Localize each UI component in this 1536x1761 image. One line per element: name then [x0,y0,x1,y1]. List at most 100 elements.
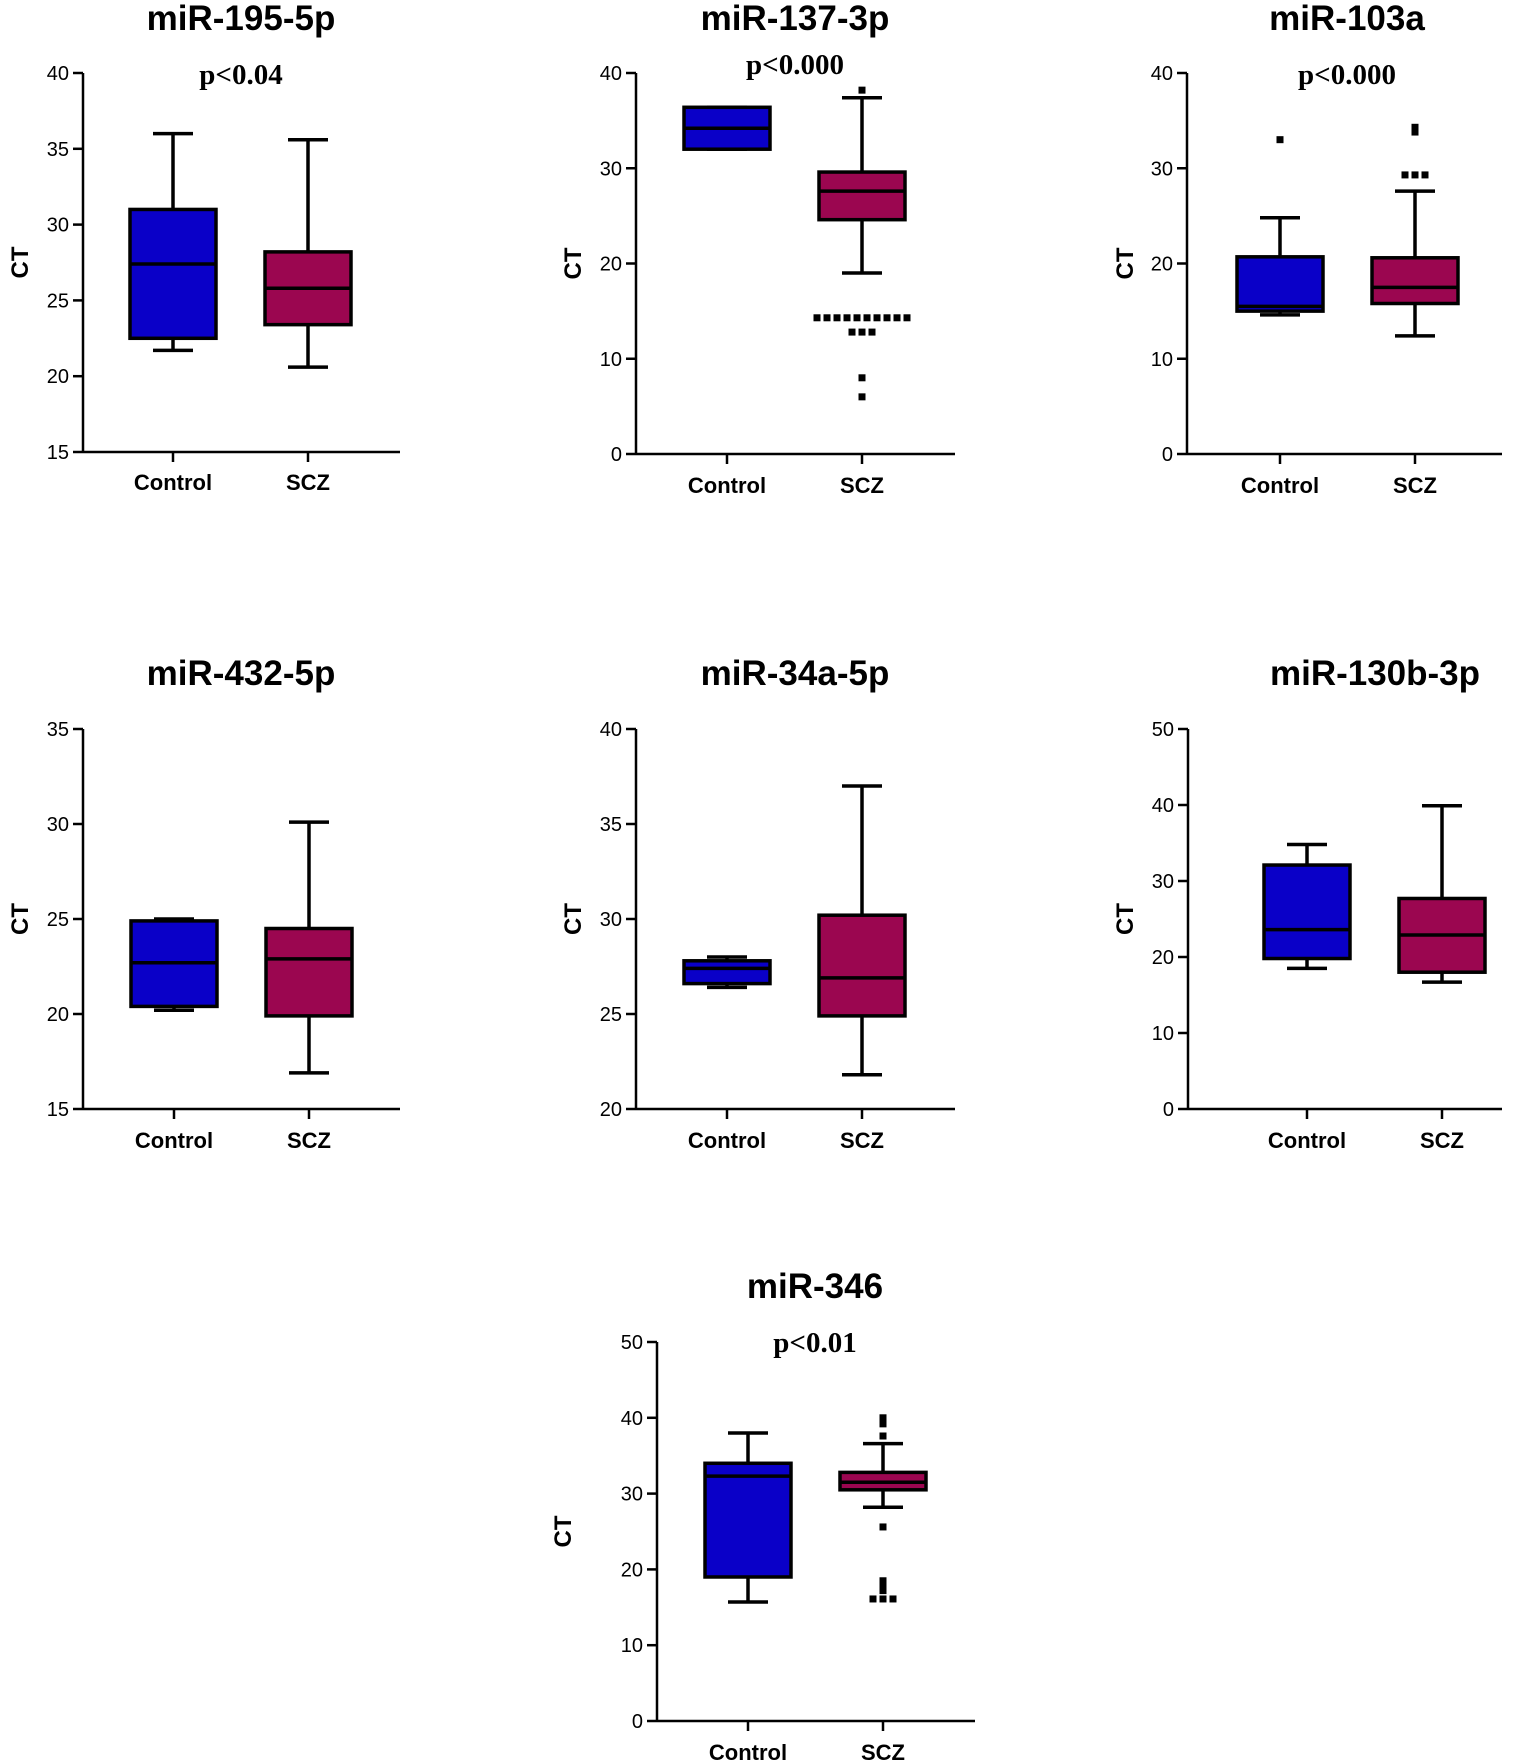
box-scz: SCZ [1370,123,1460,498]
x-tick-label: SCZ [840,1128,884,1153]
outlier-point [853,314,861,322]
box-scz: SCZ [817,784,907,1153]
box-scz: SCZ [1397,804,1487,1153]
y-tick-label: 15 [47,442,69,464]
chart-title: miR-432-5p [147,654,336,693]
outlier-point [879,1415,887,1423]
x-tick-label: Control [135,1128,213,1153]
box-iqr [128,207,218,341]
outlier-point [879,1432,887,1440]
y-axis-label: CT [560,903,587,935]
chart-title: miR-195-5p [147,0,336,38]
box-iqr [817,913,907,1018]
y-tick-label: 35 [47,719,69,741]
outlier-point [858,393,866,401]
p-value-label: p<0.000 [1298,59,1396,91]
box-iqr [682,959,772,986]
chart-panel: miR-195-5p p<0.04 15 20 25 30 35 40 CT Control SCZ [7,0,400,495]
outlier-point [889,1595,897,1603]
outlier-point [879,1577,887,1585]
outlier-point [903,314,911,322]
y-tick-label: 30 [621,1484,643,1506]
y-tick-label: 10 [600,349,622,371]
y-axis-label: CT [7,903,34,935]
chart-panel: miR-103a p<0.000 0 10 20 30 40 CT Control SCZ [1112,0,1502,498]
box-scz: SCZ [263,137,353,495]
outlier-point [883,314,891,322]
outlier-point [848,328,856,336]
chart-panel: miR-432-5p 15 20 25 30 35 CT Control SCZ [7,654,400,1153]
y-tick-label: 20 [1152,947,1174,969]
x-tick-label: SCZ [1420,1128,1464,1153]
y-tick-label: 20 [47,1004,69,1026]
box-scz: SCZ [838,1414,928,1761]
y-tick-label: 50 [621,1332,643,1354]
outlier-point [858,374,866,382]
y-tick-label: 30 [1151,158,1173,180]
outlier-point [879,1523,887,1531]
y-tick-label: 25 [47,290,69,312]
outlier-point [863,314,871,322]
outlier-point [893,314,901,322]
chart-title: miR-130b-3p [1270,654,1480,693]
box-iqr [1370,256,1460,306]
y-axis-label: CT [560,247,587,279]
y-tick-label: 30 [600,909,622,931]
p-value-label: p<0.01 [773,1327,856,1359]
outlier-point [879,1587,887,1595]
p-value-label: p<0.04 [199,59,282,91]
x-tick-label: Control [1241,473,1319,498]
y-tick-label: 40 [600,719,622,741]
y-tick-label: 35 [600,814,622,836]
y-tick-label: 20 [47,366,69,388]
chart-panel: miR-34a-5p 20 25 30 35 40 CT Control SCZ [560,654,955,1153]
y-tick-label: 0 [611,444,622,466]
box-iqr [817,170,907,222]
chart-title: miR-103a [1269,0,1425,38]
y-axis-label: CT [1112,247,1139,279]
y-tick-label: 30 [1152,871,1174,893]
y-tick-label: 50 [1152,719,1174,741]
y-tick-label: 15 [47,1099,69,1121]
x-tick-label: Control [709,1740,787,1761]
y-tick-label: 0 [1163,1099,1174,1121]
outlier-point [1421,171,1429,179]
outlier-point [879,1420,887,1428]
x-tick-label: SCZ [1393,473,1437,498]
x-tick-label: SCZ [286,470,330,495]
box-control: Control [703,1431,793,1761]
box-iqr [1235,255,1325,313]
y-tick-label: 25 [600,1004,622,1026]
outlier-point [879,1582,887,1590]
outlier-point [843,314,851,322]
chart-panel: miR-137-3p p<0.000 0 10 20 30 40 CT Control SCZ [560,0,955,498]
y-tick-label: 20 [600,254,622,276]
y-tick-label: 0 [1162,444,1173,466]
y-tick-label: 35 [47,139,69,161]
box-iqr [1262,863,1352,961]
box-iqr [703,1461,793,1579]
y-tick-label: 25 [47,909,69,931]
outlier-point [833,314,841,322]
x-tick-label: SCZ [861,1740,905,1761]
box-control: Control [128,131,218,495]
outlier-point [858,86,866,94]
y-tick-label: 30 [47,215,69,237]
y-tick-label: 40 [600,63,622,85]
y-axis-label: CT [7,246,34,278]
outlier-point [1401,171,1409,179]
y-axis-label: CT [550,1515,577,1547]
chart-panel: miR-346 p<0.01 0 10 20 30 40 50 CT Control SCZ [550,1267,975,1761]
x-tick-label: SCZ [840,473,884,498]
y-tick-label: 0 [632,1711,643,1733]
y-tick-label: 20 [621,1559,643,1581]
x-tick-label: SCZ [287,1128,331,1153]
y-tick-label: 30 [600,158,622,180]
box-control: Control [1235,136,1325,498]
outlier-point [879,1595,887,1603]
outlier-point [858,328,866,336]
box-control: Control [1262,842,1352,1153]
y-tick-label: 40 [1152,795,1174,817]
outlier-point [1276,136,1284,144]
